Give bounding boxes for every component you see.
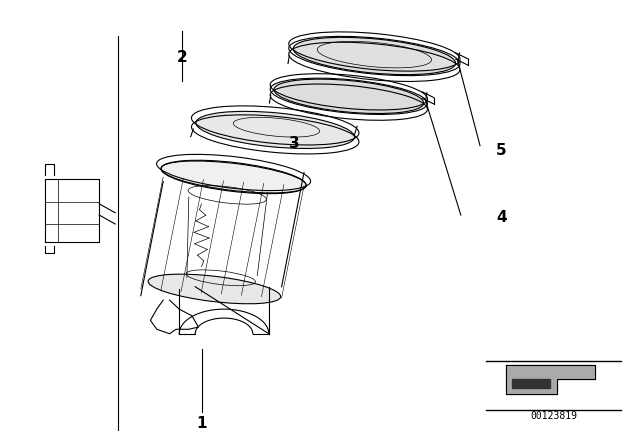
Ellipse shape [274,79,424,113]
Polygon shape [512,379,550,388]
Text: 2: 2 [177,50,188,65]
Polygon shape [506,365,595,394]
Ellipse shape [293,37,456,75]
Text: 4: 4 [496,210,507,225]
Ellipse shape [161,160,306,194]
Text: 3: 3 [289,136,300,151]
Text: 1: 1 [196,416,207,431]
Ellipse shape [196,112,355,148]
Text: 00123819: 00123819 [530,411,577,421]
Ellipse shape [148,274,281,304]
Text: 5: 5 [496,142,507,158]
